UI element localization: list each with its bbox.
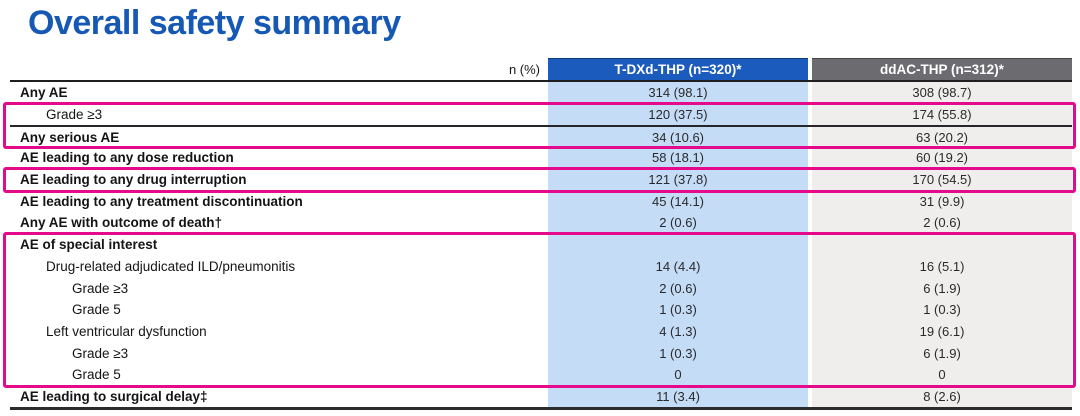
value-cell-tdxd: 121 (37.8)	[548, 168, 808, 191]
value-cell-tdxd: 314 (98.1)	[548, 82, 808, 104]
value-cell-ddac: 170 (54.5)	[812, 168, 1072, 191]
value-cell-tdxd: 1 (0.3)	[548, 342, 808, 364]
value-cell-ddac: 60 (19.2)	[812, 147, 1072, 169]
value-cell-ddac: 6 (1.9)	[812, 277, 1072, 299]
value-cell-tdxd: 58 (18.1)	[548, 147, 808, 169]
row-label: Grade 5	[72, 302, 121, 318]
value-cell-tdxd	[548, 233, 808, 256]
value-cell-tdxd: 4 (1.3)	[548, 320, 808, 343]
column-gap	[808, 363, 812, 386]
table-row: Grade 5 1 (0.3) 1 (0.3)	[10, 298, 1072, 321]
value-cell-ddac: 2 (0.6)	[812, 212, 1072, 234]
column-gap	[808, 212, 812, 234]
value-cell-tdxd: 14 (4.4)	[548, 255, 808, 278]
value-cell-tdxd: 2 (0.6)	[548, 277, 808, 299]
row-label: Grade ≥3	[46, 107, 103, 123]
table-header: n (%) T-DXd-THP (n=320)* ddAC-THP (n=312…	[10, 58, 1072, 82]
value-cell-tdxd: 34 (10.6)	[548, 127, 808, 148]
table-row: Grade ≥3 2 (0.6) 6 (1.9)	[10, 277, 1072, 299]
safety-table: n (%) T-DXd-THP (n=320)* ddAC-THP (n=312…	[3, 58, 1076, 411]
row-label: Any AE	[20, 85, 68, 101]
slide-title: Overall safety summary	[28, 4, 401, 42]
column-gap	[808, 58, 812, 80]
measure-label-cell: n (%)	[10, 58, 548, 80]
column-gap	[808, 342, 812, 364]
table-row: Any AE with outcome of death† 2 (0.6) 2 (0…	[10, 212, 1072, 234]
column-gap	[808, 168, 812, 191]
table-row: Grade ≥3 1 (0.3) 6 (1.9)	[10, 342, 1072, 364]
column-gap	[808, 147, 812, 169]
row-label: Grade ≥3	[72, 345, 129, 361]
row-label: AE leading to any dose reduction	[20, 150, 234, 166]
column-gap	[808, 127, 812, 148]
column-gap	[808, 277, 812, 299]
measure-label: n (%)	[508, 61, 540, 77]
table-row: AE leading to any dose reduction 58 (18.1…	[10, 147, 1072, 169]
column-gap	[808, 298, 812, 321]
row-label: Any AE with outcome of death†	[20, 215, 223, 231]
column-gap	[808, 103, 812, 126]
value-cell-ddac: 19 (6.1)	[812, 320, 1072, 343]
row-label: Drug-related adjudicated ILD/pneumonitis	[46, 258, 296, 274]
row-label: AE leading to surgical delay‡	[20, 388, 208, 404]
value-cell-ddac: 31 (9.9)	[812, 190, 1072, 213]
table-row: AE leading to any treatment discontinuat…	[10, 190, 1072, 213]
value-cell-ddac: 0	[812, 363, 1072, 386]
column-header-ddac: ddAC-THP (n=312)*	[812, 58, 1072, 80]
column-gap	[808, 190, 812, 213]
table-body: Any AE 314 (98.1) 308 (98.7) Grade ≥3 120 (3…	[10, 82, 1072, 411]
value-cell-tdxd: 1 (0.3)	[548, 298, 808, 321]
table-row: AE leading to surgical delay‡ 11 (3.4) 8 (…	[10, 385, 1072, 408]
row-label: AE of special interest	[20, 237, 158, 253]
column-header-tdxd: T-DXd-THP (n=320)*	[548, 58, 808, 80]
row-label: Left ventricular dysfunction	[46, 323, 207, 339]
table-row: AE leading to any drug interruption 121 (…	[10, 168, 1072, 191]
column-gap	[808, 233, 812, 256]
value-cell-tdxd: 11 (3.4)	[548, 385, 808, 408]
value-cell-tdxd: 120 (37.5)	[548, 103, 808, 126]
value-cell-ddac: 6 (1.9)	[812, 342, 1072, 364]
value-cell-tdxd: 2 (0.6)	[548, 212, 808, 234]
row-label: Any serious AE	[20, 129, 120, 145]
row-label: Grade ≥3	[72, 280, 129, 296]
value-cell-ddac: 16 (5.1)	[812, 255, 1072, 278]
table-row: AE of special interest	[10, 233, 1072, 256]
row-label: AE leading to any drug interruption	[20, 172, 247, 188]
column-gap	[808, 255, 812, 278]
column-gap	[808, 82, 812, 104]
column-gap	[808, 385, 812, 408]
table-row: Left ventricular dysfunction 4 (1.3) 19 (6…	[10, 320, 1072, 343]
value-cell-tdxd: 45 (14.1)	[548, 190, 808, 213]
column-gap	[808, 320, 812, 343]
value-cell-ddac	[812, 233, 1072, 256]
table-row: Any serious AE 34 (10.6) 63 (20.2)	[10, 125, 1072, 148]
value-cell-ddac: 174 (55.8)	[812, 103, 1072, 126]
table-row: Drug-related adjudicated ILD/pneumonitis…	[10, 255, 1072, 278]
row-label: Grade 5	[72, 367, 121, 383]
value-cell-ddac: 8 (2.6)	[812, 385, 1072, 408]
table-row: Any AE 314 (98.1) 308 (98.7)	[10, 82, 1072, 104]
row-label: AE leading to any treatment discontinuat…	[20, 193, 303, 209]
value-cell-ddac: 308 (98.7)	[812, 82, 1072, 104]
value-cell-tdxd: 0	[548, 363, 808, 386]
value-cell-ddac: 1 (0.3)	[812, 298, 1072, 321]
table-row: Grade ≥3 120 (37.5) 174 (55.8)	[10, 103, 1072, 126]
value-cell-ddac: 63 (20.2)	[812, 127, 1072, 148]
